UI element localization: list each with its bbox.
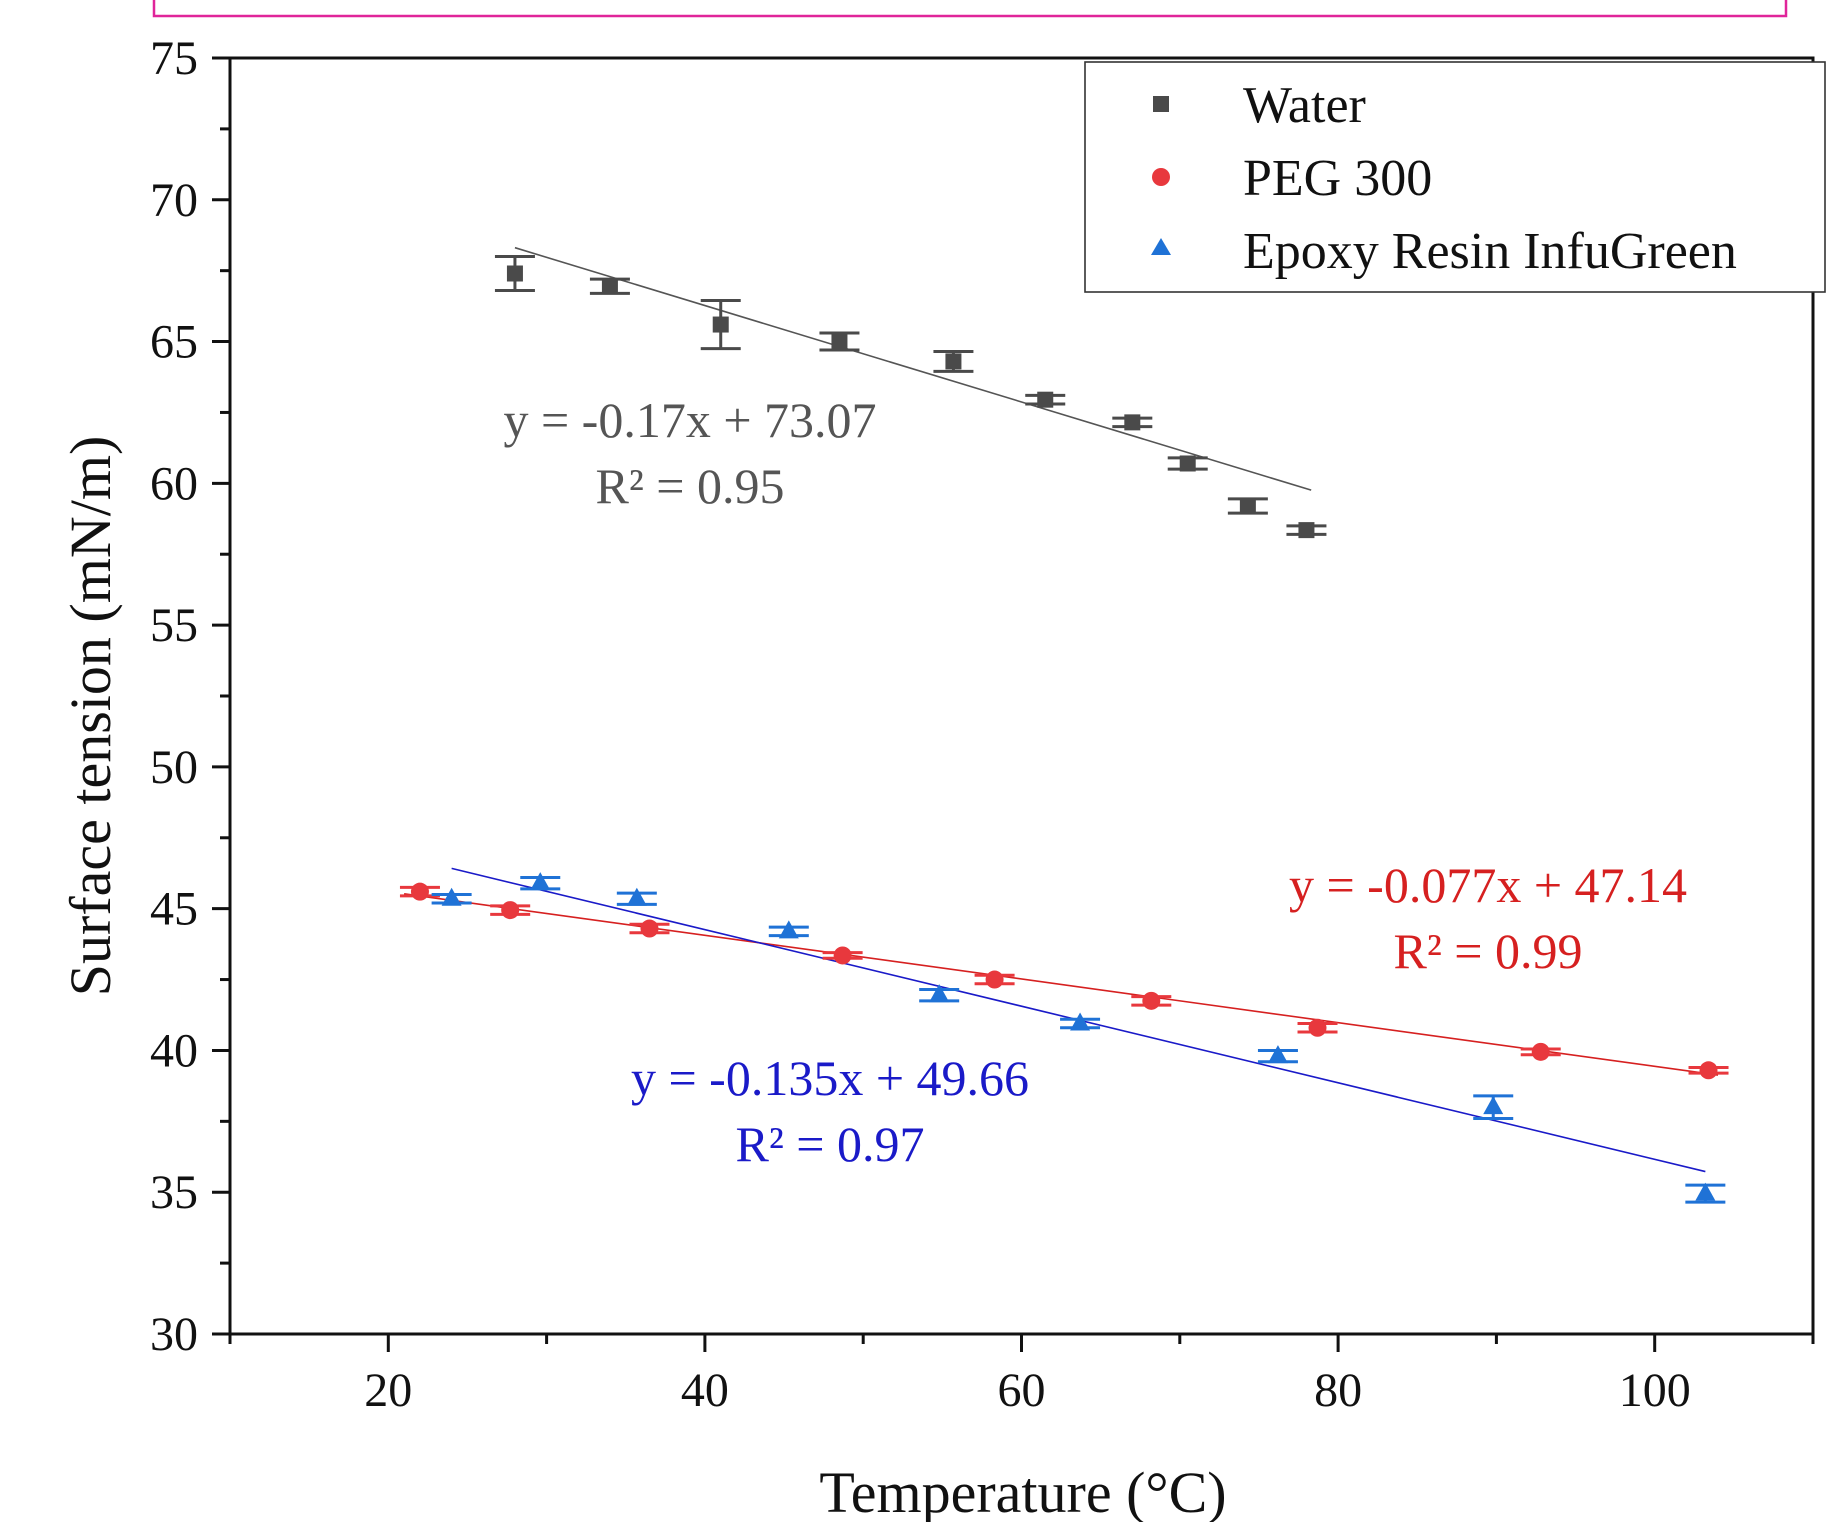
y-tick-label: 30 [150, 1308, 198, 1361]
x-tick-label: 100 [1619, 1364, 1691, 1417]
water-point [1037, 391, 1054, 408]
peg-point [1308, 1018, 1327, 1037]
peg-point [1531, 1042, 1550, 1061]
legend-epoxy-marker [1151, 238, 1171, 255]
y-axis-title: Surface tension (mN/m) [58, 436, 123, 997]
water-point [1124, 414, 1141, 431]
water-point [1298, 522, 1315, 539]
water-equation: y = -0.17x + 73.07 [503, 392, 876, 448]
y-tick-label: 75 [150, 32, 198, 85]
y-tick-label: 70 [150, 174, 198, 227]
top-frame [152, 0, 1788, 18]
epoxy-point [530, 872, 551, 891]
legend-label-epoxy: Epoxy Resin InfuGreen [1243, 223, 1737, 280]
water-r2: R² = 0.95 [595, 458, 784, 514]
y-tick-label: 35 [150, 1166, 198, 1219]
water-point [945, 353, 962, 370]
legend-label-water: Water [1243, 77, 1366, 134]
fit-line-0 [514, 246, 1312, 491]
epoxy-point [626, 887, 647, 906]
legend: Water PEG 300 Epoxy Resin InfuGreen [1084, 61, 1826, 293]
epoxy-point [929, 984, 950, 1003]
peg-r2: R² = 0.99 [1393, 923, 1582, 979]
water-point [1179, 455, 1196, 472]
epoxy-point [1070, 1012, 1091, 1031]
x-tick-label: 80 [1314, 1364, 1362, 1417]
fit-lines [404, 246, 1719, 1173]
epoxy-r2: R² = 0.97 [735, 1116, 924, 1172]
epoxy-point [1483, 1096, 1504, 1115]
y-tick-label: 45 [150, 883, 198, 936]
y-tick-label: 50 [150, 741, 198, 794]
peg-point [501, 901, 520, 920]
legend-box [1084, 61, 1826, 293]
water-point [601, 278, 618, 295]
water-point [1239, 498, 1256, 515]
peg-point [985, 970, 1004, 989]
y-tick-label: 60 [150, 457, 198, 510]
axes: 20 40 60 80 100 30 35 40 45 50 55 60 65 70 75 [150, 32, 1815, 1417]
water-point [506, 265, 523, 282]
fit-line-1 [404, 893, 1719, 1076]
peg-equation: y = -0.077x + 47.14 [1289, 857, 1687, 913]
x-axis-title: Temperature (°C) [819, 1460, 1226, 1522]
epoxy-point [1695, 1182, 1716, 1201]
legend-label-peg: PEG 300 [1243, 150, 1432, 207]
epoxy-point [441, 887, 462, 906]
y-tick-label: 65 [150, 316, 198, 369]
epoxy-point [1267, 1045, 1288, 1064]
epoxy-point [778, 920, 799, 939]
water-point [712, 316, 729, 333]
epoxy-equation: y = -0.135x + 49.66 [631, 1050, 1029, 1106]
peg-point [1699, 1061, 1718, 1080]
x-tick-label: 60 [998, 1364, 1046, 1417]
peg-point [410, 882, 429, 901]
peg-point [640, 919, 659, 938]
legend-water-marker [1153, 96, 1169, 112]
peg-point [1142, 991, 1161, 1010]
y-tick-label: 55 [150, 599, 198, 652]
y-tick-label: 40 [150, 1024, 198, 1077]
legend-peg-marker [1152, 168, 1170, 186]
peg-point [833, 946, 852, 965]
x-tick-label: 40 [681, 1364, 729, 1417]
water-point [831, 333, 848, 350]
data-marks [399, 254, 1729, 1204]
x-tick-label: 20 [364, 1364, 412, 1417]
